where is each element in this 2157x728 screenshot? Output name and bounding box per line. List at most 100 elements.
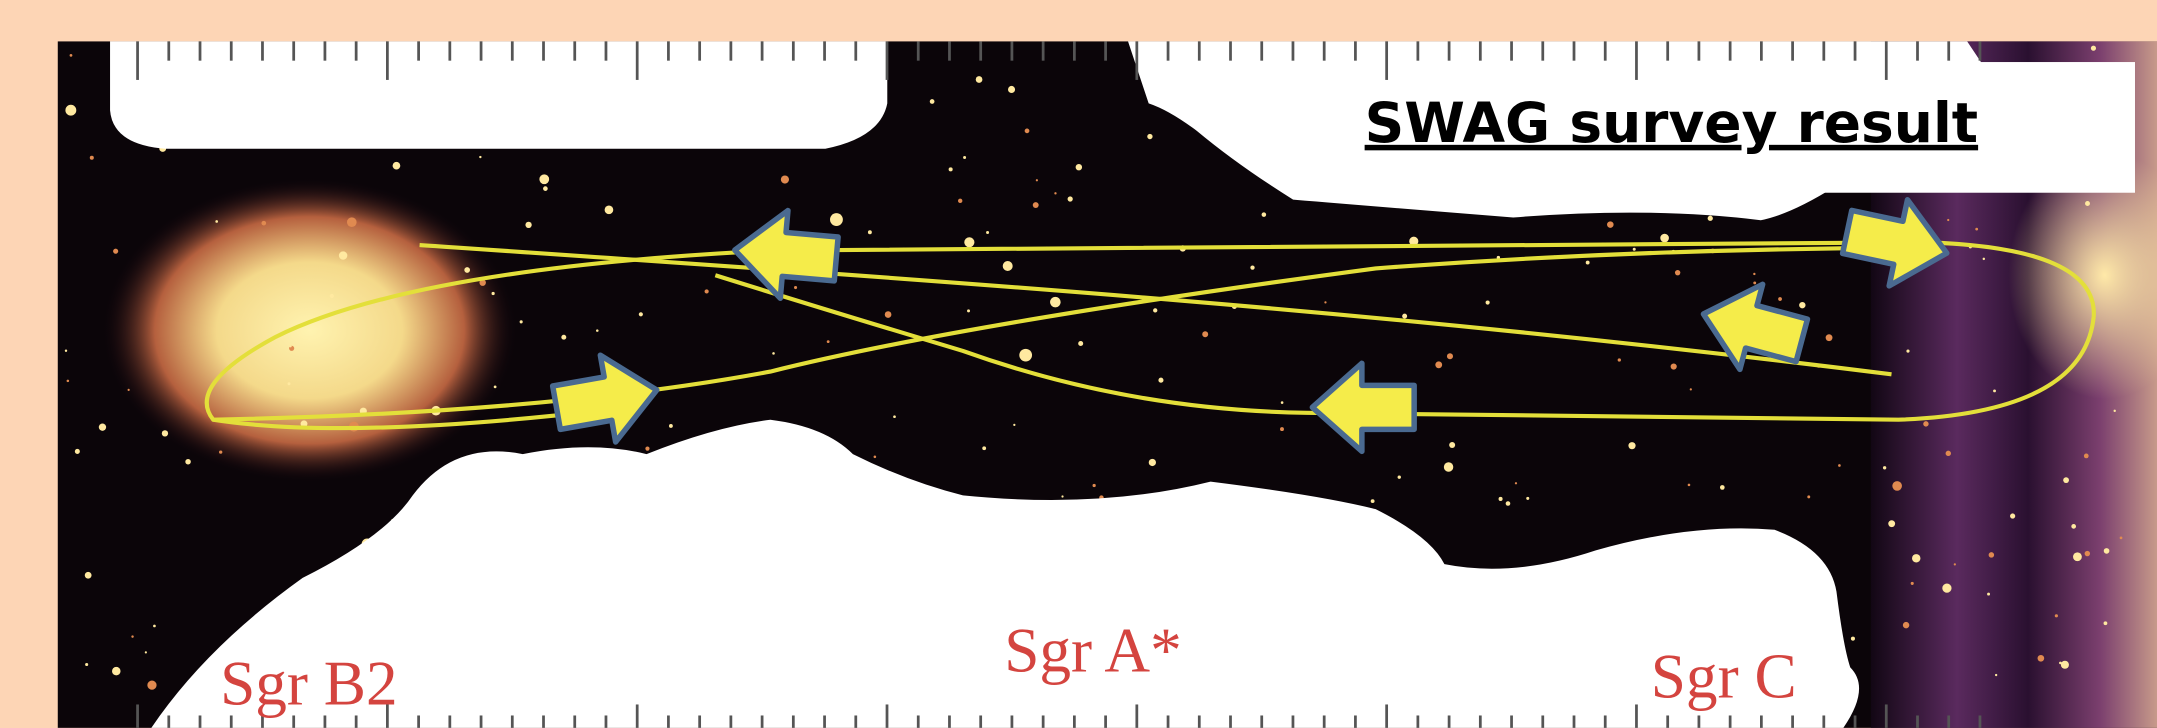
- star: [605, 205, 614, 214]
- star: [2061, 661, 2069, 669]
- star: [1989, 552, 1995, 558]
- star: [70, 54, 73, 57]
- star: [1054, 192, 1056, 194]
- star: [1499, 497, 1503, 501]
- star: [162, 430, 168, 436]
- star: [2091, 46, 2096, 51]
- star: [2120, 537, 2123, 540]
- star: [464, 267, 470, 273]
- star: [561, 335, 566, 340]
- star: [1078, 341, 1083, 346]
- star: [1447, 353, 1453, 359]
- star: [65, 350, 67, 352]
- star: [963, 156, 966, 159]
- star: [1202, 331, 1208, 337]
- star: [219, 450, 222, 453]
- star: [1942, 583, 1951, 592]
- star: [1586, 261, 1590, 265]
- star: [1633, 248, 1636, 251]
- star: [645, 447, 649, 451]
- star: [976, 76, 983, 83]
- star: [1799, 302, 1805, 308]
- star: [772, 352, 775, 355]
- star: [596, 329, 599, 332]
- page: SWAG survey result Sgr B2 Sgr A* Sgr C (…: [0, 0, 2157, 728]
- star: [1093, 484, 1096, 487]
- star: [2038, 655, 2045, 662]
- star: [885, 311, 892, 318]
- star: [1158, 378, 1163, 383]
- star: [1906, 350, 1909, 353]
- star: [2010, 513, 2015, 518]
- star: [2114, 410, 2116, 412]
- star: [1036, 179, 1038, 181]
- star: [794, 286, 797, 289]
- star: [705, 289, 709, 293]
- star: [492, 292, 495, 295]
- star: [539, 174, 549, 184]
- star: [330, 294, 334, 298]
- star: [1883, 466, 1886, 469]
- label: Sgr A*: [1004, 615, 1182, 685]
- star: [1911, 582, 1914, 585]
- star: [1262, 212, 1267, 217]
- star: [67, 380, 70, 383]
- star: [1061, 495, 1063, 497]
- star: [347, 217, 357, 227]
- star: [1923, 421, 1928, 426]
- star: [827, 340, 830, 343]
- star: [1506, 501, 1511, 506]
- star: [1903, 622, 1909, 628]
- star: [1486, 300, 1490, 304]
- star: [543, 186, 548, 191]
- star: [1003, 261, 1013, 271]
- star: [1280, 427, 1284, 431]
- star: [2073, 552, 2082, 561]
- star: [1675, 270, 1680, 275]
- star: [261, 221, 266, 226]
- star: [1975, 228, 1978, 231]
- star: [65, 105, 76, 116]
- star: [525, 222, 531, 228]
- star: [930, 99, 935, 104]
- star: [1688, 484, 1691, 487]
- star: [1402, 314, 1407, 319]
- star: [1671, 363, 1677, 369]
- star: [1147, 134, 1152, 139]
- star: [893, 415, 896, 418]
- star: [520, 320, 523, 323]
- star: [967, 309, 970, 312]
- title: SWAG survey result: [1365, 91, 1978, 155]
- star: [1983, 258, 1985, 260]
- star: [1008, 86, 1015, 93]
- star: [874, 456, 877, 459]
- star: [2063, 477, 2069, 483]
- label: Sgr C: [1651, 642, 1797, 712]
- star: [1025, 128, 1030, 133]
- star: [1449, 442, 1455, 448]
- star: [669, 424, 673, 428]
- star: [1153, 308, 1157, 312]
- label: Sgr B2: [220, 648, 398, 718]
- star: [1013, 424, 1015, 426]
- star: [1892, 481, 1902, 491]
- star: [1250, 266, 1254, 270]
- star: [1690, 388, 1692, 390]
- star: [1628, 442, 1635, 449]
- star: [85, 572, 92, 579]
- star: [868, 230, 872, 234]
- star: [1947, 219, 1949, 221]
- star: [131, 635, 133, 637]
- star: [1076, 164, 1082, 170]
- star: [1398, 476, 1401, 479]
- star: [1607, 221, 1614, 228]
- star: [958, 199, 962, 203]
- star: [1324, 301, 1326, 303]
- star: [494, 386, 497, 389]
- star: [1435, 361, 1442, 368]
- star: [1888, 520, 1895, 527]
- star: [147, 681, 156, 690]
- mask-top-left: [110, 41, 887, 148]
- star: [2071, 524, 2076, 529]
- star: [1946, 451, 1951, 456]
